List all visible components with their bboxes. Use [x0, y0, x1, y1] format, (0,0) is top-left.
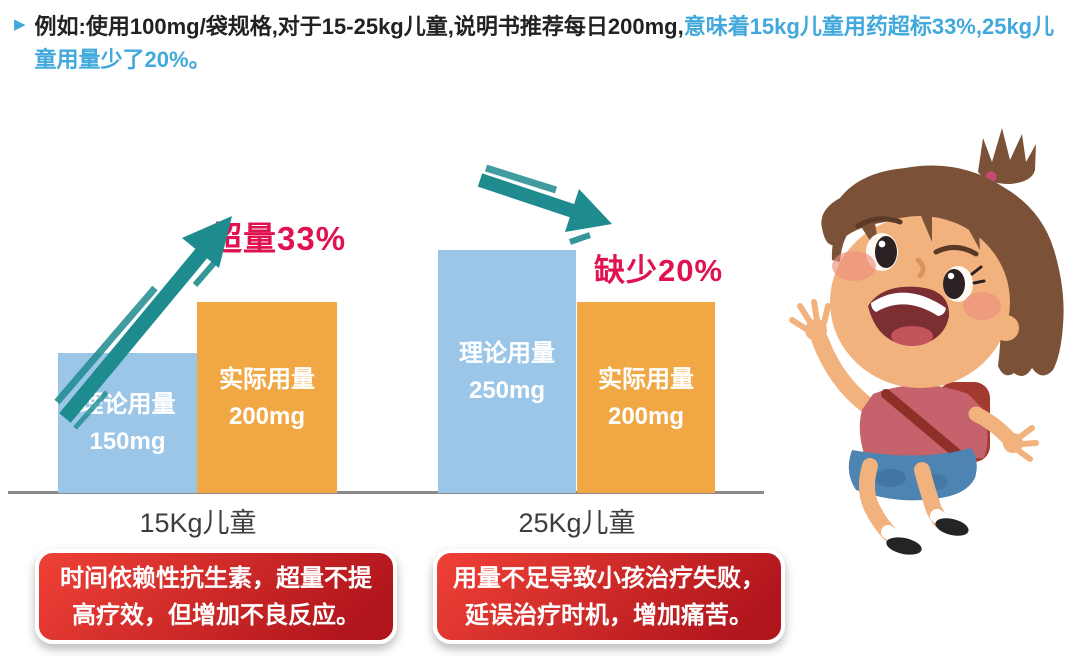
bar-actual-15kg: 实际用量 200mg	[197, 302, 337, 493]
cartoon-girl-illustration	[789, 128, 1064, 555]
header-line-1: 例如:使用100mg/袋规格,对于15-25kg儿童,说明书推荐每日200mg,…	[35, 10, 1055, 43]
header-blue-text-part1: 意味着15kg儿童用药超标33%,25kg儿	[683, 14, 1055, 39]
bar-series-label: 实际用量	[219, 365, 315, 393]
bar-actual-25kg: 实际用量 200mg	[577, 302, 715, 493]
bar-value-label: 150mg	[89, 428, 166, 455]
callout-underdose-risk: 用量不足导致小孩治疗失败， 延误治疗时机，增加痛苦。	[433, 549, 785, 644]
header-blue-text-part2: 童用量少了20%。	[34, 47, 211, 72]
callout-overdose-risk: 时间依赖性抗生素，超量不提 高疗效，但增加不良反应。	[35, 549, 397, 644]
bar-theory-25kg: 理论用量 250mg	[438, 250, 576, 493]
callout-line: 延误治疗时机，增加痛苦。	[465, 601, 753, 629]
bar-series-label: 实际用量	[598, 365, 694, 393]
callout-line: 用量不足导致小孩治疗失败，	[453, 564, 765, 592]
category-label-25kg: 25Kg儿童	[518, 508, 636, 538]
bar-value-label: 200mg	[607, 402, 685, 430]
header-black-text: 例如:使用100mg/袋规格,对于15-25kg儿童,说明书推荐每日200mg,	[34, 14, 684, 39]
callout-line: 时间依赖性抗生素，超量不提	[60, 564, 372, 592]
header-line-2: 童用量少了20%。	[35, 43, 1055, 76]
header-note: ▶ 例如:使用100mg/袋规格,对于15-25kg儿童,说明书推荐每日200m…	[14, 10, 1074, 76]
x-axis-line	[8, 491, 764, 494]
bar-value-label: 200mg	[228, 402, 306, 430]
category-label-15kg: 15Kg儿童	[139, 508, 257, 538]
header-text: 例如:使用100mg/袋规格,对于15-25kg儿童,说明书推荐每日200mg,…	[35, 10, 1055, 76]
trend-up-arrow-icon	[54, 216, 232, 430]
underdose-annotation: 缺少20%	[594, 253, 724, 288]
trend-down-arrow-icon	[477, 164, 612, 245]
bar-value-label: 250mg	[468, 376, 546, 404]
bullet-triangle-icon: ▶	[14, 16, 26, 33]
callout-line: 高疗效，但增加不良反应。	[72, 601, 360, 629]
bar-series-label: 理论用量	[459, 339, 555, 367]
overdose-annotation: 超量33%	[209, 220, 347, 257]
